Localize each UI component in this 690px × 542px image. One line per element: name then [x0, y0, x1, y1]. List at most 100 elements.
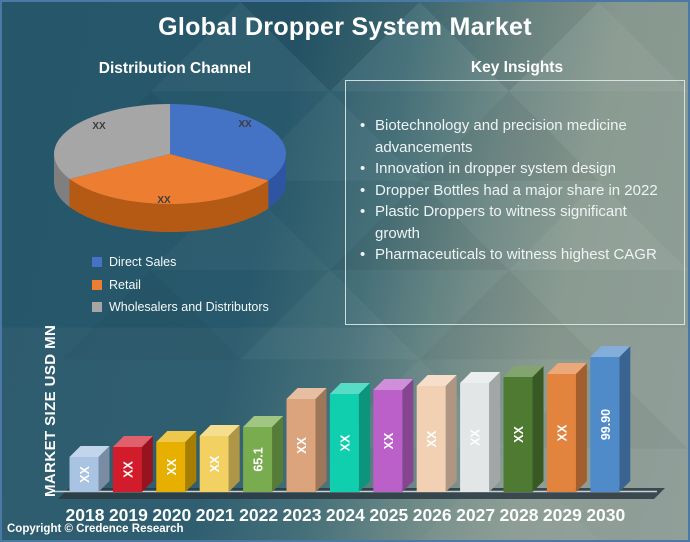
pie-slice-value-label: XX — [238, 119, 252, 130]
legend-item: Retail — [92, 274, 269, 297]
bar-side-face — [272, 416, 284, 492]
bar-value-label: XX — [78, 466, 92, 483]
bar-2028: XX — [503, 366, 544, 492]
pie-slice — [170, 104, 286, 181]
bar-2024: XX — [329, 383, 370, 492]
bar-2029: XX — [546, 363, 587, 492]
bar-value-label: XX — [382, 432, 396, 449]
bar-top-face — [373, 379, 414, 390]
pie-slice — [69, 154, 269, 204]
bar-side-face — [445, 375, 457, 492]
bar-category-label: 2027 — [456, 505, 495, 525]
bar-front-face — [156, 442, 186, 492]
bar-front-face — [416, 386, 446, 492]
pie-slice — [54, 104, 170, 179]
bar-value-label: XX — [555, 424, 569, 441]
bar-2021: XX — [199, 425, 240, 492]
bar-top-face — [69, 446, 110, 457]
bar-front-face — [112, 447, 142, 492]
bar-front-face — [503, 377, 533, 492]
copyright-text: Copyright © Credence Research — [7, 523, 184, 535]
bar-value-label: XX — [338, 434, 352, 451]
pie-legend: Direct Sales Retail Wholesalers and Distri… — [92, 251, 269, 319]
bar-value-label: XX — [208, 455, 222, 472]
pie-slice-side — [268, 154, 286, 209]
bar-value-label: 65.1 — [252, 447, 266, 471]
bar-front-face — [69, 457, 99, 492]
bar-side-face — [619, 346, 631, 492]
key-insights-box: Biotechnology and precision medicine adv… — [345, 80, 685, 325]
bar-front-face — [590, 357, 620, 492]
bar-value-label: XX — [121, 461, 135, 478]
bar-side-face — [141, 436, 153, 492]
legend-swatch-icon — [92, 257, 102, 268]
bar-top-face — [416, 375, 457, 386]
pie-slice-value-label: XX — [157, 195, 171, 206]
bar-front-face — [546, 374, 576, 492]
bar-side-face — [228, 425, 240, 492]
legend-label: Retail — [109, 277, 141, 292]
bar-side-face — [185, 431, 197, 492]
bar-side-face — [575, 363, 587, 492]
bar-side-face — [315, 388, 327, 492]
bar-side-face — [532, 366, 544, 492]
bar-top-face — [286, 388, 327, 399]
bar-category-label: 2023 — [283, 505, 322, 525]
bar-value-label: XX — [295, 437, 309, 454]
bar-value-label: XX — [425, 430, 439, 447]
bar-category-label: 2022 — [239, 505, 278, 525]
bar-2027: XX — [460, 372, 501, 492]
bar-side-face — [358, 383, 370, 492]
page-title: Global Dropper System Market — [158, 13, 532, 41]
bar-front-face — [199, 436, 229, 492]
legend-item: Direct Sales — [92, 251, 269, 274]
bar-top-face — [460, 372, 501, 383]
bar-value-label: XX — [469, 429, 483, 446]
bar-category-label: 2021 — [196, 505, 235, 525]
bar-top-face — [199, 425, 240, 436]
bar-chart: XX 2018 XX 2019 XX 2020 XX 2021 65.1 2022 XX 2023 XX… — [54, 346, 665, 525]
pie-slice-side — [69, 179, 269, 232]
bar-top-face — [503, 366, 544, 377]
bar-2025: XX — [373, 379, 414, 492]
bar-category-label: 2024 — [326, 505, 365, 525]
bar-2030: 99.90 — [590, 346, 631, 492]
legend-swatch-icon — [92, 279, 102, 290]
legend-item: Wholesalers and Distributors — [92, 296, 269, 319]
bar-top-face — [112, 436, 153, 447]
pie-section-heading: Distribution Channel — [98, 60, 252, 77]
key-insights-list: Biotechnology and precision medicine adv… — [358, 115, 674, 266]
pie-chart: XX XX XX — [54, 104, 286, 232]
bar-front-face — [243, 427, 273, 492]
bar-category-label: 2026 — [413, 505, 452, 525]
bar-front-face — [373, 390, 403, 492]
bar-side-face — [489, 372, 501, 492]
legend-label: Wholesalers and Distributors — [109, 300, 269, 315]
legend-label: Direct Sales — [109, 255, 177, 270]
bar-front-face — [329, 394, 359, 492]
bar-category-label: 2030 — [586, 505, 625, 525]
bar-value-label: XX — [165, 458, 179, 475]
bar-side-face — [98, 446, 110, 492]
insight-bullet: Pharmaceuticals to witness highest CAGR — [358, 244, 674, 266]
bar-category-label: 2028 — [500, 505, 539, 525]
bar-2018: XX — [69, 446, 110, 492]
insight-bullet: Plastic Droppers to witness significant … — [358, 201, 674, 244]
bar-category-label: 2029 — [543, 505, 582, 525]
bar-top-face — [329, 383, 370, 394]
bar-side-face — [402, 379, 414, 492]
bar-category-label: 2020 — [152, 505, 191, 525]
insights-heading: Key Insights — [470, 59, 564, 76]
bar-value-label: 99.90 — [599, 409, 613, 440]
bar-front-face — [460, 383, 490, 492]
bar-category-label: 2019 — [109, 505, 148, 525]
bar-top-face — [243, 416, 284, 427]
bar-2023: XX — [286, 388, 327, 492]
bar-2019: XX — [112, 436, 153, 492]
bar-value-label: XX — [512, 426, 526, 443]
bar-front-face — [286, 399, 316, 492]
bar-chart-y-axis-label: MARKET SIZE USD MN — [42, 324, 59, 497]
pie-slice-value-label: XX — [92, 121, 106, 132]
bar-top-face — [156, 431, 197, 442]
